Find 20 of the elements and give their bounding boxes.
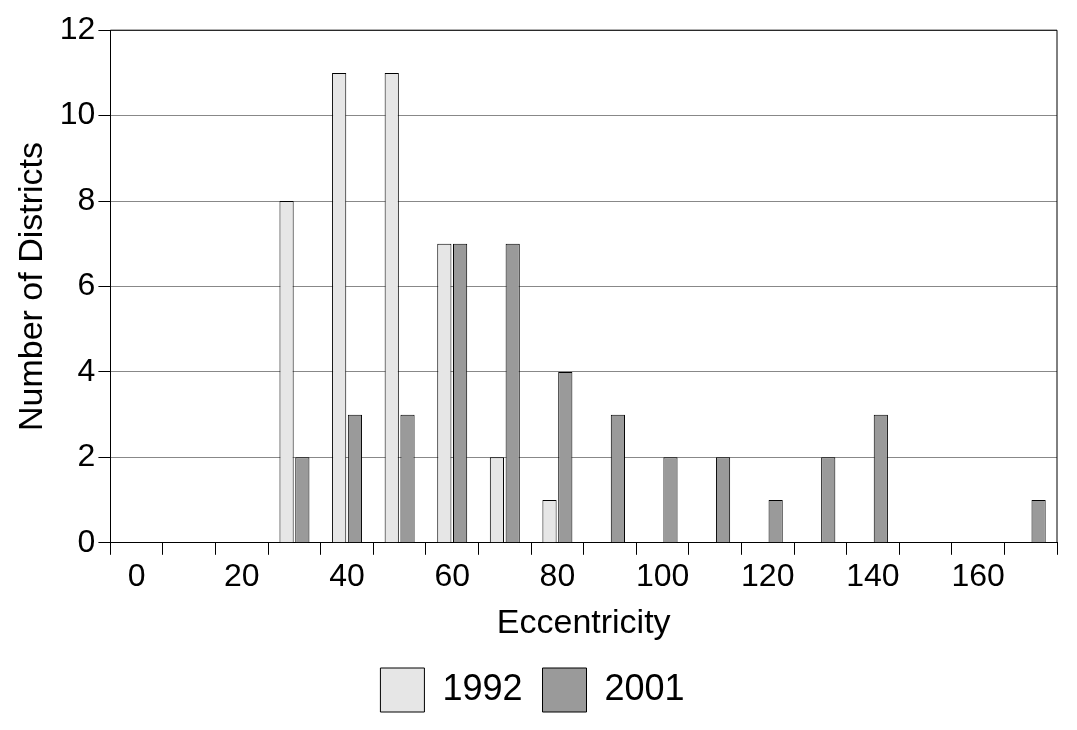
x-tick-label: 140 <box>846 556 900 593</box>
legend-label: 1992 <box>442 666 523 708</box>
x-tick-label: 0 <box>127 556 146 593</box>
x-tick-label: 100 <box>635 556 690 593</box>
y-tick-label: 2 <box>77 437 96 474</box>
y-axis-title: Number of Districts <box>10 141 49 432</box>
y-tick-label: 10 <box>59 95 96 132</box>
x-tick-label: 20 <box>224 556 260 593</box>
legend-label: 2001 <box>604 666 685 708</box>
x-tick-label: 160 <box>951 556 1005 593</box>
y-tick-label: 4 <box>77 351 96 388</box>
y-tick-label: 6 <box>77 266 96 303</box>
x-tick-label: 80 <box>539 556 576 593</box>
y-tick-label: 8 <box>77 180 96 217</box>
y-tick-label: 0 <box>77 522 96 559</box>
y-tick-label: 12 <box>59 10 96 47</box>
x-tick-label: 60 <box>434 556 471 593</box>
x-axis-title: Eccentricity <box>496 601 671 640</box>
x-tick-label: 40 <box>329 556 365 593</box>
x-tick-label: 120 <box>741 556 795 593</box>
